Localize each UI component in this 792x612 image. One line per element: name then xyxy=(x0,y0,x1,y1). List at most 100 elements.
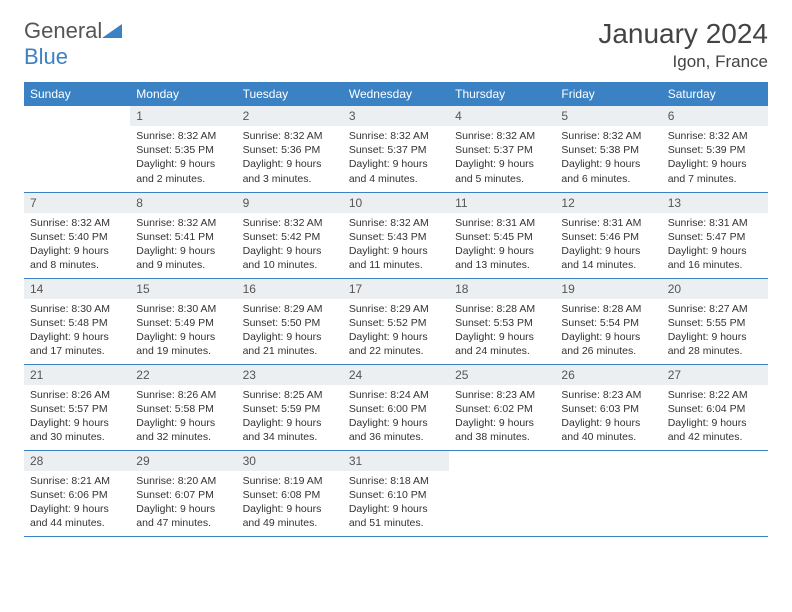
day-number: 31 xyxy=(343,451,449,471)
sunrise-line: Sunrise: 8:28 AM xyxy=(561,303,641,315)
logo-word1: General xyxy=(24,18,102,43)
daylight-line: Daylight: 9 hours and 3 minutes. xyxy=(243,158,322,184)
sunrise-line: Sunrise: 8:19 AM xyxy=(243,475,323,487)
sunset-line: Sunset: 6:04 PM xyxy=(668,403,746,415)
daylight-line: Daylight: 9 hours and 11 minutes. xyxy=(349,245,428,271)
calendar-day-cell: 7Sunrise: 8:32 AMSunset: 5:40 PMDaylight… xyxy=(24,192,130,278)
day-number-empty xyxy=(449,451,555,471)
day-content: Sunrise: 8:29 AMSunset: 5:52 PMDaylight:… xyxy=(343,299,449,364)
sunset-line: Sunset: 6:07 PM xyxy=(136,489,214,501)
calendar-week-row: 14Sunrise: 8:30 AMSunset: 5:48 PMDayligh… xyxy=(24,278,768,364)
sunset-line: Sunset: 5:54 PM xyxy=(561,317,639,329)
day-content: Sunrise: 8:32 AMSunset: 5:42 PMDaylight:… xyxy=(237,213,343,278)
sunset-line: Sunset: 6:03 PM xyxy=(561,403,639,415)
day-number: 5 xyxy=(555,106,661,126)
weekday-header: Friday xyxy=(555,82,661,106)
calendar-day-cell: 30 Sunrise: 8:19 AM Sunset: 6:08 PM Dayligh… xyxy=(237,450,343,536)
calendar-day-cell: 8Sunrise: 8:32 AMSunset: 5:41 PMDaylight… xyxy=(130,192,236,278)
calendar-day-cell: 10Sunrise: 8:32 AMSunset: 5:43 PMDayligh… xyxy=(343,192,449,278)
day-content: Sunrise: 8:18 AMSunset: 6:10 PMDaylight:… xyxy=(343,471,449,536)
day-content: Sunrise: 8:29 AMSunset: 5:50 PMDaylight:… xyxy=(237,299,343,364)
day-number-empty xyxy=(662,451,768,471)
calendar-day-cell: 5Sunrise: 8:32 AMSunset: 5:38 PMDaylight… xyxy=(555,106,661,192)
weekday-header: Thursday xyxy=(449,82,555,106)
day-number: 13 xyxy=(662,193,768,213)
day-number: 8 xyxy=(130,193,236,213)
daylight-line: Daylight: 9 hours and 13 minutes. xyxy=(455,245,534,271)
sunset-line: Sunset: 6:08 PM xyxy=(243,489,321,501)
sunrise-line: Sunrise: 8:23 AM xyxy=(455,389,535,401)
sunset-line: Sunset: 5:37 PM xyxy=(455,144,533,156)
logo-triangle-icon xyxy=(102,18,122,44)
calendar-week-row: 28Sunrise: 8:21 AMSunset: 6:06 PMDayligh… xyxy=(24,450,768,536)
calendar-day-cell: 29Sunrise: 8:20 AMSunset: 6:07 PMDayligh… xyxy=(130,450,236,536)
day-number: 25 xyxy=(449,365,555,385)
day-number: 6 xyxy=(662,106,768,126)
day-number: 27 xyxy=(662,365,768,385)
calendar-table: SundayMondayTuesdayWednesdayThursdayFrid… xyxy=(24,82,768,537)
day-content: Sunrise: 8:32 AMSunset: 5:41 PMDaylight:… xyxy=(130,213,236,278)
day-content: Sunrise: 8:27 AMSunset: 5:55 PMDaylight:… xyxy=(662,299,768,364)
day-content: Sunrise: 8:28 AMSunset: 5:53 PMDaylight:… xyxy=(449,299,555,364)
day-content: Sunrise: 8:30 AMSunset: 5:49 PMDaylight:… xyxy=(130,299,236,364)
calendar-day-cell: 12Sunrise: 8:31 AMSunset: 5:46 PMDayligh… xyxy=(555,192,661,278)
sunrise-line: Sunrise: 8:20 AM xyxy=(136,475,216,487)
day-number: 30 xyxy=(237,451,343,471)
daylight-line: Daylight: 9 hours and 47 minutes. xyxy=(136,503,215,529)
weekday-header: Tuesday xyxy=(237,82,343,106)
day-content: Sunrise: 8:21 AMSunset: 6:06 PMDaylight:… xyxy=(24,471,130,536)
day-number: 7 xyxy=(24,193,130,213)
calendar-day-cell: 15Sunrise: 8:30 AMSunset: 5:49 PMDayligh… xyxy=(130,278,236,364)
daylight-line: Daylight: 9 hours and 30 minutes. xyxy=(30,417,109,443)
calendar-day-cell: 2Sunrise: 8:32 AMSunset: 5:36 PMDaylight… xyxy=(237,106,343,192)
sunset-line: Sunset: 5:36 PM xyxy=(243,144,321,156)
calendar-day-cell xyxy=(555,450,661,536)
day-number: 28 xyxy=(24,451,130,471)
sunrise-line: Sunrise: 8:31 AM xyxy=(561,217,641,229)
sunset-line: Sunset: 5:38 PM xyxy=(561,144,639,156)
sunset-line: Sunset: 5:49 PM xyxy=(136,317,214,329)
sunset-line: Sunset: 5:57 PM xyxy=(30,403,108,415)
daylight-line: Daylight: 9 hours and 6 minutes. xyxy=(561,158,640,184)
day-number: 26 xyxy=(555,365,661,385)
sunset-line: Sunset: 5:40 PM xyxy=(30,231,108,243)
calendar-day-cell: 4Sunrise: 8:32 AMSunset: 5:37 PMDaylight… xyxy=(449,106,555,192)
calendar-day-cell: 26Sunrise: 8:23 AMSunset: 6:03 PMDayligh… xyxy=(555,364,661,450)
sunrise-line: Sunrise: 8:24 AM xyxy=(349,389,429,401)
day-content: Sunrise: 8:31 AMSunset: 5:46 PMDaylight:… xyxy=(555,213,661,278)
sunrise-line: Sunrise: 8:32 AM xyxy=(349,130,429,142)
day-number: 24 xyxy=(343,365,449,385)
calendar-day-cell: 3Sunrise: 8:32 AMSunset: 5:37 PMDaylight… xyxy=(343,106,449,192)
daylight-line: Daylight: 9 hours and 4 minutes. xyxy=(349,158,428,184)
sunrise-line: Sunrise: 8:30 AM xyxy=(136,303,216,315)
calendar-day-cell: 31Sunrise: 8:18 AMSunset: 6:10 PMDayligh… xyxy=(343,450,449,536)
sunrise-line: Sunrise: 8:31 AM xyxy=(668,217,748,229)
daylight-line: Daylight: 9 hours and 49 minutes. xyxy=(243,503,322,529)
logo-text: General Blue xyxy=(24,18,122,70)
weekday-header: Saturday xyxy=(662,82,768,106)
calendar-day-cell: 27Sunrise: 8:22 AMSunset: 6:04 PMDayligh… xyxy=(662,364,768,450)
day-content: Sunrise: 8:32 AMSunset: 5:37 PMDaylight:… xyxy=(449,126,555,191)
daylight-line: Daylight: 9 hours and 38 minutes. xyxy=(455,417,534,443)
sunrise-line: Sunrise: 8:26 AM xyxy=(30,389,110,401)
sunset-line: Sunset: 6:00 PM xyxy=(349,403,427,415)
day-number: 9 xyxy=(237,193,343,213)
day-number: 16 xyxy=(237,279,343,299)
sunrise-line: Sunrise: 8:26 AM xyxy=(136,389,216,401)
calendar-day-cell: 21Sunrise: 8:26 AMSunset: 5:57 PMDayligh… xyxy=(24,364,130,450)
daylight-line: Daylight: 9 hours and 2 minutes. xyxy=(136,158,215,184)
day-number: 12 xyxy=(555,193,661,213)
sunrise-line: Sunrise: 8:22 AM xyxy=(668,389,748,401)
sunrise-line: Sunrise: 8:32 AM xyxy=(668,130,748,142)
daylight-line: Daylight: 9 hours and 9 minutes. xyxy=(136,245,215,271)
sunrise-line: Sunrise: 8:32 AM xyxy=(136,217,216,229)
sunrise-line: Sunrise: 8:32 AM xyxy=(243,217,323,229)
calendar-day-cell: 17Sunrise: 8:29 AMSunset: 5:52 PMDayligh… xyxy=(343,278,449,364)
sunrise-line: Sunrise: 8:32 AM xyxy=(243,130,323,142)
sunset-line: Sunset: 5:52 PM xyxy=(349,317,427,329)
title-block: January 2024 Igon, France xyxy=(598,18,768,72)
weekday-header-row: SundayMondayTuesdayWednesdayThursdayFrid… xyxy=(24,82,768,106)
sunset-line: Sunset: 5:59 PM xyxy=(243,403,321,415)
sunrise-line: Sunrise: 8:23 AM xyxy=(561,389,641,401)
sunrise-line: Sunrise: 8:30 AM xyxy=(30,303,110,315)
